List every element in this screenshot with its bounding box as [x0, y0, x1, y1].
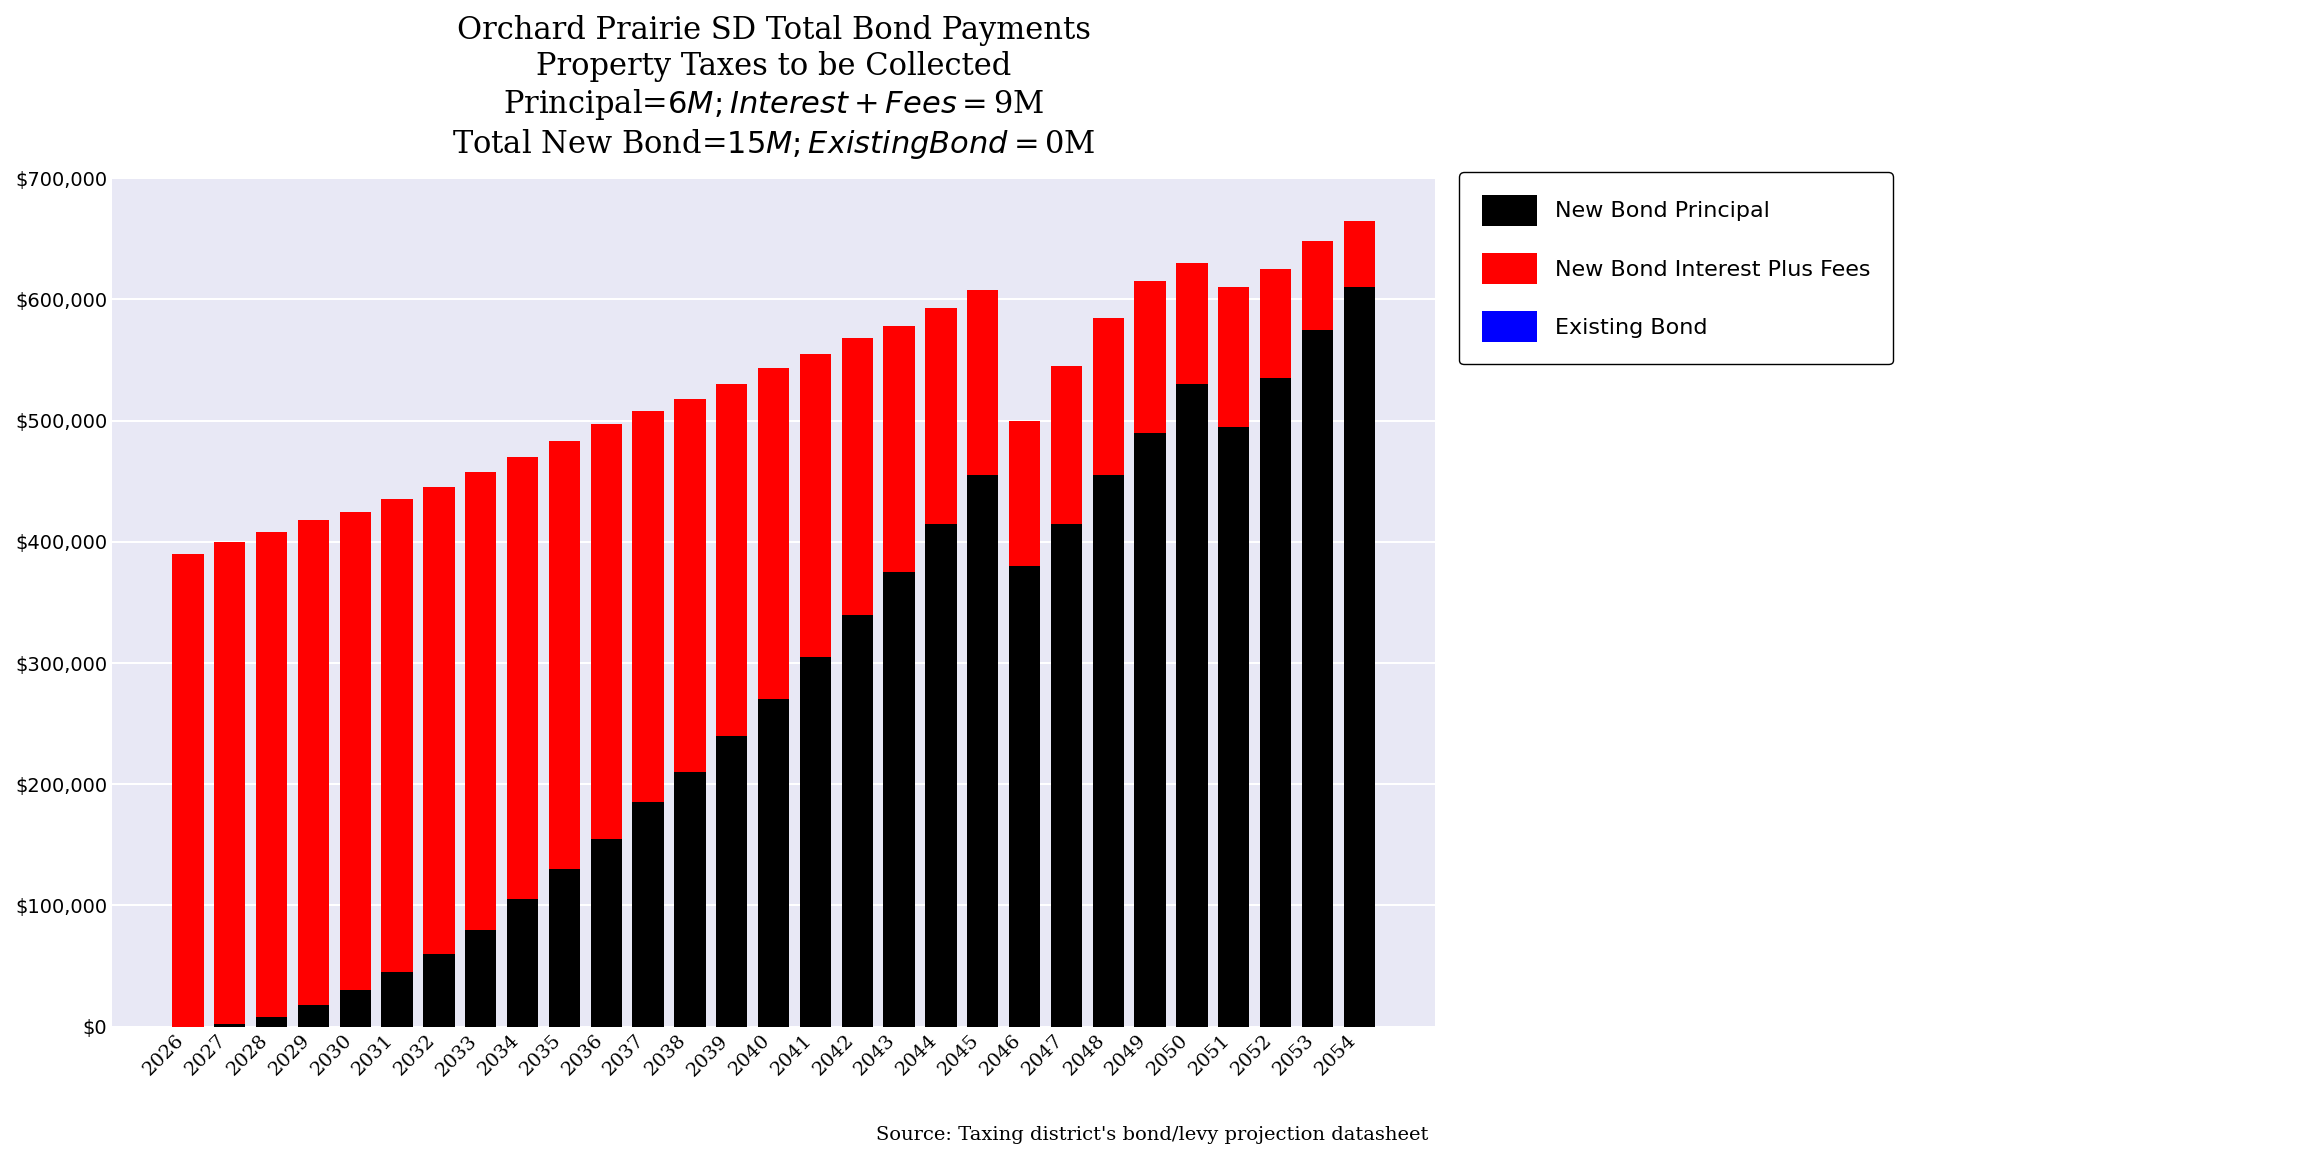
Bar: [926, 524, 956, 1026]
Bar: [1177, 263, 1207, 385]
Bar: [1302, 329, 1334, 1026]
Title: Orchard Prairie SD Total Bond Payments
Property Taxes to be Collected
Principal=: Orchard Prairie SD Total Bond Payments P…: [452, 15, 1094, 161]
Bar: [1051, 366, 1083, 524]
Bar: [882, 573, 915, 1026]
Bar: [1260, 378, 1290, 1026]
Bar: [968, 289, 998, 475]
Bar: [882, 326, 915, 573]
Bar: [548, 441, 581, 869]
Bar: [1177, 385, 1207, 1026]
Bar: [256, 1017, 288, 1026]
Bar: [382, 500, 412, 972]
Bar: [339, 991, 371, 1026]
Bar: [758, 699, 790, 1026]
Bar: [799, 354, 832, 657]
Bar: [424, 954, 454, 1026]
Bar: [214, 1024, 247, 1026]
Bar: [1343, 287, 1375, 1026]
Bar: [173, 554, 203, 1026]
Text: Source: Taxing district's bond/levy projection datasheet: Source: Taxing district's bond/levy proj…: [876, 1127, 1428, 1144]
Bar: [1051, 524, 1083, 1026]
Bar: [297, 1005, 329, 1026]
Bar: [675, 772, 705, 1026]
Bar: [968, 475, 998, 1026]
Bar: [675, 399, 705, 772]
Bar: [1009, 566, 1041, 1026]
Bar: [590, 839, 622, 1026]
Legend: New Bond Principal, New Bond Interest Plus Fees, Existing Bond: New Bond Principal, New Bond Interest Pl…: [1458, 173, 1892, 364]
Bar: [717, 736, 746, 1026]
Bar: [507, 457, 539, 900]
Bar: [548, 869, 581, 1026]
Bar: [926, 308, 956, 524]
Bar: [1260, 270, 1290, 378]
Bar: [1219, 287, 1249, 426]
Bar: [339, 511, 371, 991]
Bar: [590, 424, 622, 839]
Bar: [841, 614, 873, 1026]
Bar: [297, 520, 329, 1005]
Bar: [717, 385, 746, 736]
Bar: [1302, 241, 1334, 329]
Bar: [382, 972, 412, 1026]
Bar: [1343, 221, 1375, 287]
Bar: [465, 471, 495, 930]
Bar: [631, 803, 664, 1026]
Bar: [465, 930, 495, 1026]
Bar: [507, 900, 539, 1026]
Bar: [256, 532, 288, 1017]
Bar: [424, 487, 454, 954]
Bar: [758, 369, 790, 699]
Bar: [1219, 426, 1249, 1026]
Bar: [799, 657, 832, 1026]
Bar: [1134, 281, 1166, 433]
Bar: [1009, 420, 1041, 566]
Bar: [1092, 475, 1124, 1026]
Bar: [1134, 433, 1166, 1026]
Bar: [214, 541, 247, 1024]
Bar: [841, 339, 873, 614]
Bar: [631, 411, 664, 803]
Bar: [1092, 318, 1124, 475]
